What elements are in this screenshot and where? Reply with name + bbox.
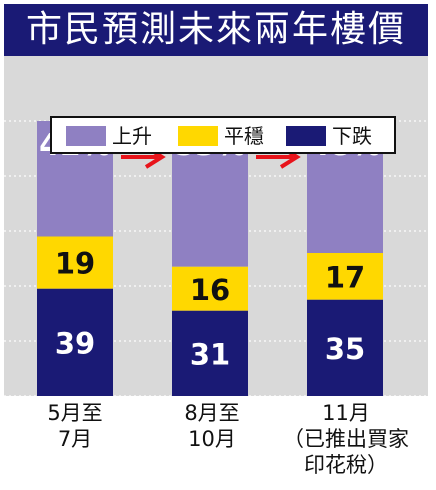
- category-label-line: （已推出買家: [283, 427, 409, 451]
- legend-swatch-rise: [66, 126, 106, 146]
- bar-segment-fall: [172, 310, 248, 396]
- category-label-line: 7月: [57, 427, 93, 451]
- bar-segment-fall: [307, 299, 383, 396]
- legend-swatch-flat: [178, 126, 218, 146]
- category-label-3: 11月 （已推出買家 印花稅）: [276, 400, 416, 478]
- bar-value-label: 35: [325, 332, 365, 366]
- bar-value-label: 16: [190, 273, 230, 307]
- bar-segment-flat: [172, 266, 248, 311]
- category-label-line: 印花稅）: [304, 453, 388, 477]
- bar-segment-flat: [307, 253, 383, 300]
- legend: 上升 平穩 下跌: [50, 116, 396, 154]
- bar-value-label: 17: [325, 260, 365, 294]
- category-label-line: 8月至: [184, 401, 240, 425]
- title-bar: 市民預測未來兩年樓價: [4, 4, 428, 56]
- category-label-line: 5月至: [47, 401, 103, 425]
- legend-label-fall: 下跌: [332, 124, 372, 148]
- legend-swatch-fall: [286, 126, 326, 146]
- bar-value-label: 39: [55, 326, 95, 360]
- category-label-1: 5月至 7月: [5, 400, 145, 452]
- legend-label-flat: 平穩: [224, 124, 264, 148]
- bar-segment-fall: [37, 288, 113, 396]
- chart-title: 市民預測未來兩年樓價: [25, 9, 406, 50]
- category-label-line: 11月: [322, 401, 370, 425]
- category-label-2: 8月至 10月: [142, 400, 282, 452]
- category-label-line: 10月: [188, 427, 236, 451]
- bar-value-label: 19: [55, 247, 95, 281]
- bar-segment-flat: [37, 236, 113, 289]
- legend-label-rise: 上升: [112, 124, 152, 148]
- bar-value-label: 31: [190, 337, 230, 371]
